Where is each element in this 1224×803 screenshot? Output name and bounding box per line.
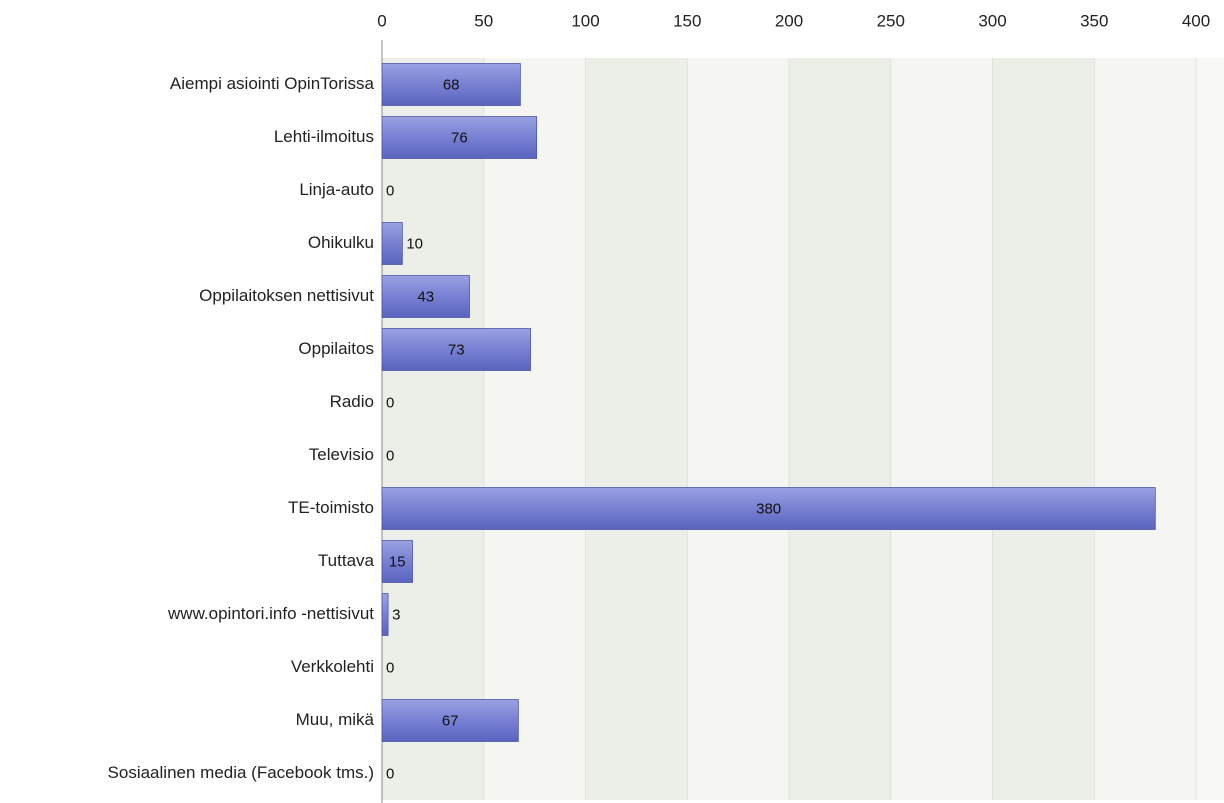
bar: [381, 487, 1156, 530]
plot-band: [1196, 58, 1224, 800]
x-tick-label: 300: [978, 11, 1006, 30]
value-label: 0: [386, 659, 394, 676]
plot-band: [890, 58, 993, 800]
value-label: 0: [386, 765, 394, 782]
bar: [381, 63, 521, 106]
y-tick-label: Oppilaitos: [298, 339, 374, 358]
y-tick-label: Lehti-ilmoitus: [274, 127, 374, 146]
y-tick-label: Linja-auto: [299, 180, 374, 199]
bar: [381, 540, 413, 583]
bar: [381, 116, 538, 159]
value-label: 0: [386, 394, 394, 411]
bar: [381, 222, 403, 265]
plot-background: [382, 58, 1224, 800]
x-tick-label: 350: [1080, 11, 1108, 30]
y-tick-label: Radio: [330, 392, 374, 411]
value-label: 15: [389, 553, 406, 570]
y-tick-label: www.opintori.info -nettisivut: [167, 604, 374, 623]
grid: 0 50 100 150 200 250 300 350 400: [377, 11, 1210, 803]
y-tick-label: TE-toimisto: [288, 498, 374, 517]
y-tick-label: Muu, mikä: [296, 710, 375, 729]
y-tick-label: Aiempi asiointi OpinTorissa: [170, 74, 375, 93]
plot-band: [382, 58, 484, 800]
bar: [381, 699, 519, 742]
bar: [381, 593, 389, 636]
x-tick-label: 200: [775, 11, 803, 30]
y-tick-label: Sosiaalinen media (Facebook tms.): [108, 763, 374, 782]
value-label: 380: [756, 500, 781, 517]
bars: 68 76 0 10 43 73 0 0 380 15 3 0 67 0: [381, 63, 1156, 782]
plot-band: [789, 58, 891, 800]
value-label: 0: [386, 447, 394, 464]
plot-band: [585, 58, 688, 800]
x-tick-label: 0: [377, 11, 386, 30]
x-tick-label: 250: [877, 11, 905, 30]
plot-band: [992, 58, 1095, 800]
value-label: 0: [386, 182, 394, 199]
value-label: 73: [448, 341, 465, 358]
y-tick-label: Ohikulku: [308, 233, 374, 252]
x-tick-label: 50: [474, 11, 493, 30]
y-tick-label: Oppilaitoksen nettisivut: [199, 286, 374, 305]
value-label: 67: [442, 712, 459, 729]
bar: [381, 328, 531, 371]
value-label: 3: [392, 606, 400, 623]
y-tick-label: Tuttava: [318, 551, 375, 570]
plot-band: [1094, 58, 1196, 800]
bar: [381, 275, 470, 318]
plot-band: [687, 58, 789, 800]
y-tick-label: Televisio: [309, 445, 374, 464]
value-label: 76: [451, 129, 468, 146]
plot-band: [483, 58, 586, 800]
x-tick-label: 150: [673, 11, 701, 30]
y-tick-label: Verkkolehti: [291, 657, 374, 676]
value-label: 68: [443, 76, 460, 93]
x-tick-label: 100: [571, 11, 599, 30]
value-label: 43: [417, 288, 434, 305]
value-label: 10: [406, 235, 423, 252]
x-tick-label: 400: [1182, 11, 1210, 30]
